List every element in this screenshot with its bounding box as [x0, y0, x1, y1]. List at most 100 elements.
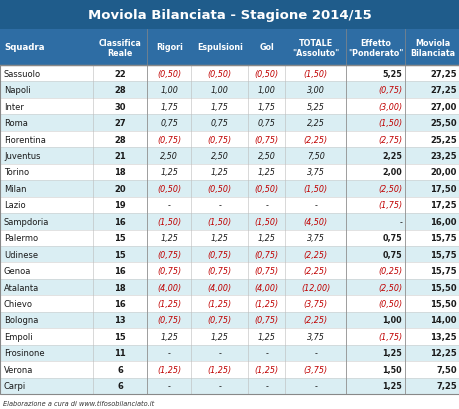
Bar: [0, 66, 459, 82]
Text: (1,75): (1,75): [377, 201, 401, 210]
Text: Genoa: Genoa: [4, 267, 31, 275]
Text: 3,75: 3,75: [306, 234, 324, 243]
Text: (0,50): (0,50): [377, 299, 401, 308]
Text: "Ponderato": "Ponderato": [347, 48, 403, 57]
Text: Bologna: Bologna: [4, 316, 38, 325]
Text: Effetto: Effetto: [359, 38, 390, 47]
Text: (1,50): (1,50): [254, 217, 278, 226]
Text: 1,25: 1,25: [210, 234, 228, 243]
Text: (1,25): (1,25): [157, 299, 181, 308]
Text: 22: 22: [114, 70, 126, 79]
Text: 1,75: 1,75: [210, 102, 228, 111]
Text: (0,50): (0,50): [207, 70, 231, 79]
Text: 1,25: 1,25: [210, 168, 228, 177]
Text: 3,75: 3,75: [306, 168, 324, 177]
Text: Verona: Verona: [4, 365, 34, 374]
Text: Carpi: Carpi: [4, 381, 26, 390]
Text: 5,25: 5,25: [381, 70, 401, 79]
Text: Milan: Milan: [4, 184, 27, 193]
Text: (0,75): (0,75): [157, 316, 181, 325]
Text: -: -: [313, 201, 317, 210]
Text: Udinese: Udinese: [4, 250, 38, 259]
Text: Napoli: Napoli: [4, 86, 31, 95]
Text: 30: 30: [114, 102, 126, 111]
Text: Sassuolo: Sassuolo: [4, 70, 41, 79]
Text: Palermo: Palermo: [4, 234, 38, 243]
Text: (0,75): (0,75): [254, 316, 278, 325]
Text: (3,00): (3,00): [377, 102, 401, 111]
Bar: [0, 66, 459, 394]
Bar: [0, 30, 459, 66]
Text: 27: 27: [114, 119, 126, 128]
Text: (2,50): (2,50): [377, 184, 401, 193]
Text: 1,25: 1,25: [381, 381, 401, 390]
Text: (0,75): (0,75): [377, 86, 401, 95]
Text: 15,75: 15,75: [430, 234, 456, 243]
Text: 1,00: 1,00: [257, 86, 275, 95]
Text: 18: 18: [114, 283, 126, 292]
Bar: [0, 263, 459, 279]
Text: Empoli: Empoli: [4, 332, 33, 341]
Bar: [0, 164, 459, 181]
Bar: [0, 213, 459, 230]
Text: 15: 15: [114, 250, 126, 259]
Text: 15: 15: [114, 234, 126, 243]
Text: 0,75: 0,75: [381, 250, 401, 259]
Text: (1,50): (1,50): [303, 70, 327, 79]
Text: Elaborazione a cura di www.tifosobilanciato.it: Elaborazione a cura di www.tifosobilanci…: [3, 400, 154, 407]
Text: Squadra: Squadra: [4, 43, 45, 52]
Text: (12,00): (12,00): [301, 283, 330, 292]
Text: (3,75): (3,75): [303, 299, 327, 308]
Text: 6: 6: [117, 365, 123, 374]
Text: 16: 16: [114, 267, 126, 275]
Text: (1,25): (1,25): [207, 299, 231, 308]
Text: 2,50: 2,50: [210, 152, 228, 161]
Text: Moviola: Moviola: [414, 38, 449, 47]
Text: Bilanciata: Bilanciata: [409, 48, 454, 57]
Text: 18: 18: [114, 168, 126, 177]
Text: -: -: [168, 381, 170, 390]
Text: 2,25: 2,25: [381, 152, 401, 161]
Text: 15,50: 15,50: [430, 299, 456, 308]
Bar: [0, 181, 459, 197]
Text: 7,25: 7,25: [435, 381, 456, 390]
Text: -: -: [218, 201, 221, 210]
Text: (0,75): (0,75): [254, 267, 278, 275]
Bar: [0, 361, 459, 378]
Text: 2,50: 2,50: [160, 152, 178, 161]
Bar: [0, 0, 459, 30]
Text: 2,50: 2,50: [257, 152, 275, 161]
Text: 1,50: 1,50: [381, 365, 401, 374]
Text: -: -: [218, 348, 221, 357]
Text: 28: 28: [114, 86, 126, 95]
Text: (0,75): (0,75): [254, 135, 278, 144]
Text: 1,25: 1,25: [160, 332, 178, 341]
Text: (1,75): (1,75): [377, 332, 401, 341]
Text: 7,50: 7,50: [436, 365, 456, 374]
Text: (1,25): (1,25): [254, 299, 278, 308]
Bar: [0, 246, 459, 263]
Text: 0,75: 0,75: [381, 234, 401, 243]
Text: Atalanta: Atalanta: [4, 283, 39, 292]
Text: -: -: [168, 201, 170, 210]
Bar: [0, 378, 459, 394]
Text: (0,75): (0,75): [207, 135, 231, 144]
Text: 1,75: 1,75: [257, 102, 275, 111]
Text: 16: 16: [114, 217, 126, 226]
Text: -: -: [218, 381, 221, 390]
Text: Gol: Gol: [259, 43, 274, 52]
Text: (0,75): (0,75): [207, 316, 231, 325]
Text: 27,00: 27,00: [430, 102, 456, 111]
Text: 11: 11: [114, 348, 126, 357]
Text: 16: 16: [114, 299, 126, 308]
Text: 15: 15: [114, 332, 126, 341]
Text: (1,50): (1,50): [377, 119, 401, 128]
Text: -: -: [168, 348, 170, 357]
Text: 25,25: 25,25: [429, 135, 456, 144]
Text: 16,00: 16,00: [430, 217, 456, 226]
Text: (2,25): (2,25): [303, 267, 327, 275]
Text: Espulsioni: Espulsioni: [196, 43, 242, 52]
Bar: [0, 82, 459, 99]
Text: 12,25: 12,25: [429, 348, 456, 357]
Text: 0,75: 0,75: [257, 119, 275, 128]
